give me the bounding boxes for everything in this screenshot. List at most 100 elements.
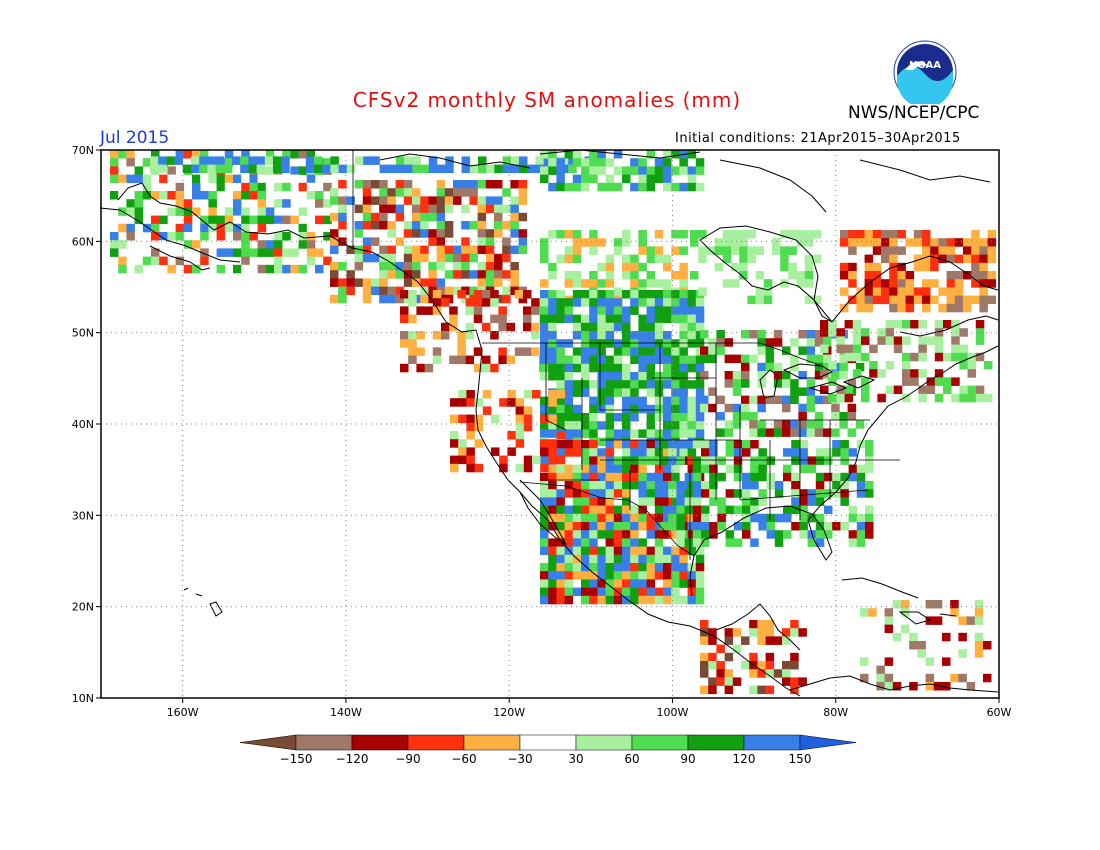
anomaly-cell [540,290,549,299]
anomaly-cell [671,595,680,605]
anomaly-cell [200,174,209,184]
anomaly-cell [733,448,743,457]
anomaly-cell [589,456,598,465]
anomaly-cell [724,628,734,637]
anomaly-cell [881,295,890,305]
anomaly-cell [457,339,466,348]
anomaly-cell [679,579,688,588]
anomaly-cell [654,497,664,506]
anomaly-cell [548,447,557,456]
anomaly-cell [855,420,865,429]
anomaly-cell [917,641,926,650]
anomaly-cell [581,363,590,373]
anomaly-cell [622,363,631,373]
anomaly-cell [848,271,857,280]
anomaly-cell [622,262,631,272]
anomaly-cell [788,230,797,239]
anomaly-cell [540,595,549,605]
anomaly-cell [987,295,997,305]
anomaly-cell [450,414,459,424]
anomaly-cell [572,388,582,397]
anomaly-cell [676,522,685,531]
anomaly-cell [241,248,250,257]
anomaly-cell [663,372,672,381]
anomaly-cell [671,290,680,299]
anomaly-cell [523,414,533,424]
anomaly-cell [515,463,525,473]
anomaly-cell [581,290,590,299]
anomaly-cell [860,657,869,666]
anomaly-cell [379,270,388,279]
anomaly-cell [856,287,865,296]
anomaly-cell [523,455,533,465]
anomaly-cell [865,464,874,474]
anomaly-cell [362,180,372,189]
anomaly-cell [790,652,799,662]
anomaly-cell [687,166,697,175]
anomaly-cell [622,306,631,315]
anomaly-cell [757,428,766,437]
anomaly-cell [780,246,789,255]
agency-label: NWS/NCEP/CPC [848,103,980,123]
anomaly-cell [663,587,672,597]
anomaly-cell [453,196,462,205]
anomaly-cell [782,371,791,380]
anomaly-cell [892,632,902,642]
anomaly-cell [747,295,756,305]
anomaly-cell [663,554,672,564]
anomaly-cell [477,278,487,287]
anomaly-cell [987,246,997,255]
anomaly-cell [597,437,606,447]
anomaly-cell [622,331,631,340]
anomaly-cell [412,164,421,174]
anomaly-cell [556,472,565,482]
anomaly-cell [671,472,680,482]
anomaly-cell [540,306,549,315]
anomaly-cell [183,150,193,159]
anomaly-cell [909,682,918,691]
anomaly-cell [671,530,680,539]
anomaly-cell [428,237,437,246]
anomaly-cell [832,440,841,449]
anomaly-cell [856,513,866,523]
anomaly-cell [725,530,735,539]
anomaly-cell [548,554,557,564]
anomaly-cell [676,489,685,498]
anomaly-cell [564,246,574,255]
anomaly-cell [110,166,119,175]
anomaly-cell [605,363,615,373]
anomaly-cell [790,387,799,396]
anomaly-cell [663,429,672,438]
anomaly-cell [200,256,209,266]
anomaly-cell [110,158,119,167]
anomaly-cell [671,429,680,438]
anomaly-cell [757,362,766,372]
anomaly-cell [783,448,792,457]
anomaly-cell [630,372,639,381]
anomaly-cell [597,339,606,348]
anomaly-cell [572,472,582,482]
anomaly-cell [282,215,291,225]
anomaly-cell [159,240,168,249]
anomaly-cell [790,379,799,388]
forecast-month: Jul 2015 [100,128,170,148]
anomaly-cell [282,150,291,159]
anomaly-cell [668,513,677,523]
anomaly-cell [469,164,479,174]
anomaly-cell [249,174,258,184]
anomaly-cell [167,264,176,274]
anomaly-cell [671,464,680,474]
anomaly-cell [506,322,516,332]
anomaly-cell [613,440,623,449]
anomaly-cell [379,164,389,174]
anomaly-cell [848,279,857,288]
anomaly-cell [494,221,503,230]
anomaly-cell [848,472,858,482]
anomaly-cell [605,464,615,474]
anomaly-cell [224,207,234,216]
anomaly-cell [298,264,308,274]
anomaly-cell [758,472,767,482]
anomaly-cell [630,262,639,272]
anomaly-cell [338,196,347,205]
anomaly-cell [758,448,767,457]
